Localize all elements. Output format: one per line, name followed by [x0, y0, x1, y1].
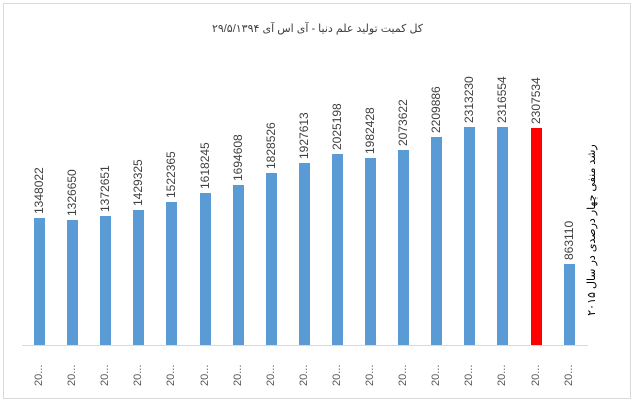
bar: [564, 264, 575, 345]
x-axis-line: [22, 345, 588, 346]
x-tick-label: 20...: [33, 364, 45, 386]
x-tick-label: 20...: [298, 364, 310, 386]
data-label: 1618245: [198, 142, 212, 189]
x-tick-label: 20...: [232, 364, 244, 386]
bar: [431, 137, 442, 345]
data-label: 1429325: [131, 159, 145, 206]
chart-title: کل کمیت تولید علم دنیا - آی اس آی ۲۹/۵/۱…: [211, 23, 424, 35]
x-tick-label: 20...: [265, 364, 277, 386]
data-label: 2307534: [529, 77, 543, 124]
x-tick-label: 20...: [66, 364, 78, 386]
y-axis-title: رشد منفی چهار درصدی در سال ۲۰۱۵: [586, 144, 598, 316]
bar: [398, 150, 409, 345]
data-label: 2209886: [429, 86, 443, 133]
x-tick-label: 20...: [530, 364, 542, 386]
data-label: 863110: [562, 220, 576, 260]
bar: [365, 158, 376, 345]
bar: [266, 173, 277, 345]
x-tick-label: 20...: [199, 364, 211, 386]
data-label: 1927613: [297, 112, 311, 159]
bar: [133, 210, 144, 345]
data-label: 1694608: [231, 134, 245, 181]
bar: [166, 202, 177, 345]
bar: [497, 127, 508, 345]
x-tick-label: 20...: [430, 364, 442, 386]
data-label: 2025198: [330, 103, 344, 150]
bar: [233, 185, 244, 345]
bar: [464, 127, 475, 345]
x-tick-label: 20...: [165, 364, 177, 386]
data-label: 2313230: [462, 76, 476, 123]
bar: [34, 218, 45, 345]
x-tick-label: 20...: [563, 364, 575, 386]
bar: [100, 216, 111, 345]
x-tick-label: 20...: [463, 364, 475, 386]
x-tick-label: 20...: [132, 364, 144, 386]
x-tick-label: 20...: [331, 364, 343, 386]
x-tick-label: 20...: [397, 364, 409, 386]
bar: [200, 193, 211, 345]
x-tick-label: 20...: [364, 364, 376, 386]
x-tick-label: 20...: [99, 364, 111, 386]
data-label: 1326650: [65, 169, 79, 216]
data-label: 1372651: [98, 165, 112, 212]
data-label: 1348022: [32, 167, 46, 214]
data-label: 1982428: [363, 107, 377, 154]
x-tick-label: 20...: [496, 364, 508, 386]
data-label: 1522365: [164, 151, 178, 198]
bar: [299, 163, 310, 345]
bar: [332, 154, 343, 345]
bar: [67, 220, 78, 345]
bar: [531, 128, 542, 345]
data-label: 2316554: [495, 76, 509, 123]
data-label: 1828526: [264, 122, 278, 169]
data-label: 2073622: [396, 99, 410, 146]
